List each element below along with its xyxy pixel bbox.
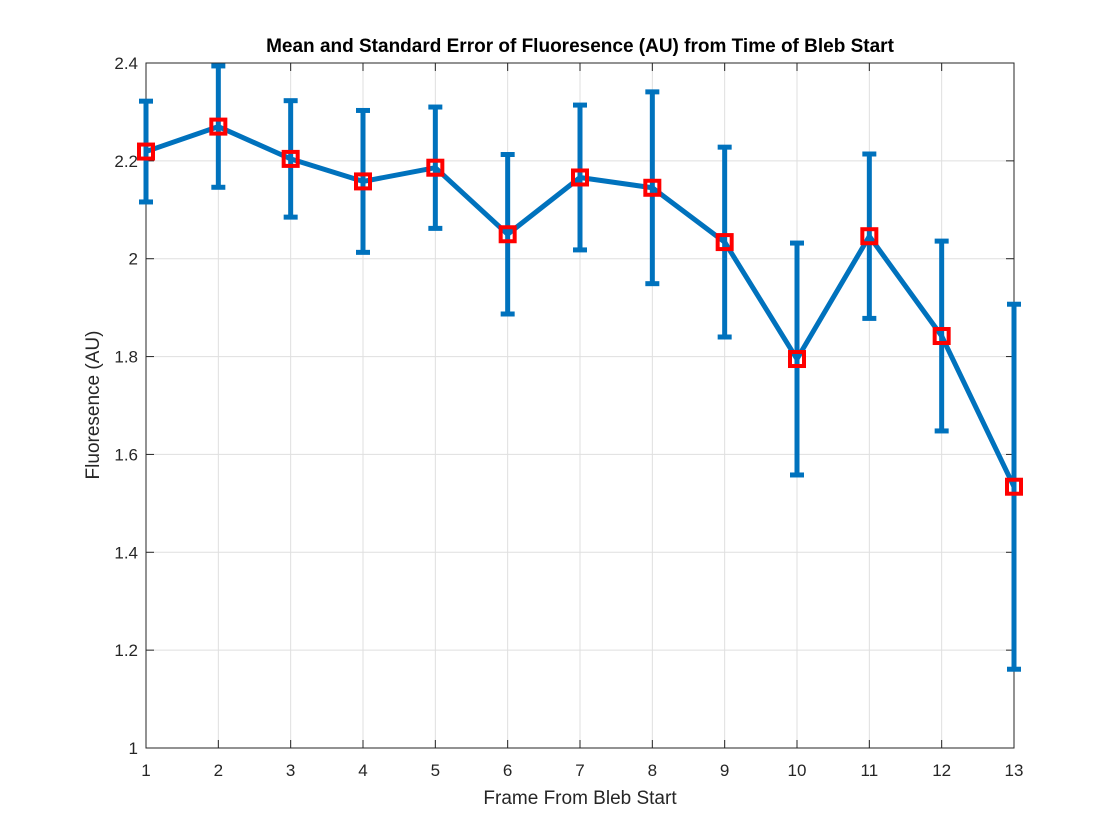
- data-point-marker: [788, 350, 806, 369]
- series-line: [145, 124, 1017, 488]
- x-tick-label: 12: [932, 761, 951, 780]
- data-point-marker: [498, 225, 517, 244]
- x-tick-label: 11: [861, 761, 879, 780]
- x-tick-label: 6: [503, 761, 512, 780]
- data-point-marker: [209, 117, 228, 136]
- x-tick-label: 4: [358, 761, 367, 780]
- data-point-marker: [571, 168, 589, 187]
- data-point-marker: [281, 149, 300, 168]
- y-axis-label: Fluoresence (AU): [83, 331, 104, 480]
- x-tick-label: 3: [286, 761, 295, 780]
- y-tick-label: 2.2: [114, 152, 138, 171]
- x-tick-label: 2: [214, 761, 223, 780]
- data-point-marker: [860, 227, 879, 246]
- y-tick-label: 1.2: [114, 641, 138, 660]
- y-tick-label: 1: [129, 739, 138, 758]
- x-tick-label: 5: [431, 761, 440, 780]
- y-tick-label: 1.8: [114, 348, 138, 367]
- chart-title: Mean and Standard Error of Fluoresence (…: [266, 36, 894, 57]
- x-axis-label: Frame From Bleb Start: [483, 788, 677, 809]
- data-point-marker: [715, 233, 734, 252]
- data-point-marker: [643, 178, 662, 197]
- x-tick-label: 8: [648, 761, 657, 780]
- data-point-marker: [137, 142, 155, 161]
- series-line: [145, 124, 1017, 488]
- y-tick-label: 2: [129, 250, 138, 269]
- x-tick-label: 13: [1005, 761, 1024, 780]
- data-point-marker: [932, 327, 951, 346]
- data-point-marker: [354, 172, 372, 191]
- data-point-marker: [426, 158, 445, 177]
- x-tick-label: 9: [720, 761, 729, 780]
- y-tick-label: 1.6: [114, 445, 138, 464]
- data-point-marker: [1005, 477, 1023, 496]
- y-tick-labels: 1 1.2 1.4 1.6 1.8 2 2.2 2.4: [114, 54, 138, 758]
- data-markers: [137, 117, 1023, 496]
- x-tick-label: 10: [788, 761, 807, 780]
- y-tick-label: 1.4: [114, 543, 138, 562]
- x-tick-labels: 1 2 3 4 5 6 7 8 9 10 11 12 13: [141, 761, 1023, 780]
- x-tick-label: 7: [575, 761, 584, 780]
- y-tick-label: 2.4: [114, 54, 138, 73]
- x-tick-label: 1: [141, 761, 150, 780]
